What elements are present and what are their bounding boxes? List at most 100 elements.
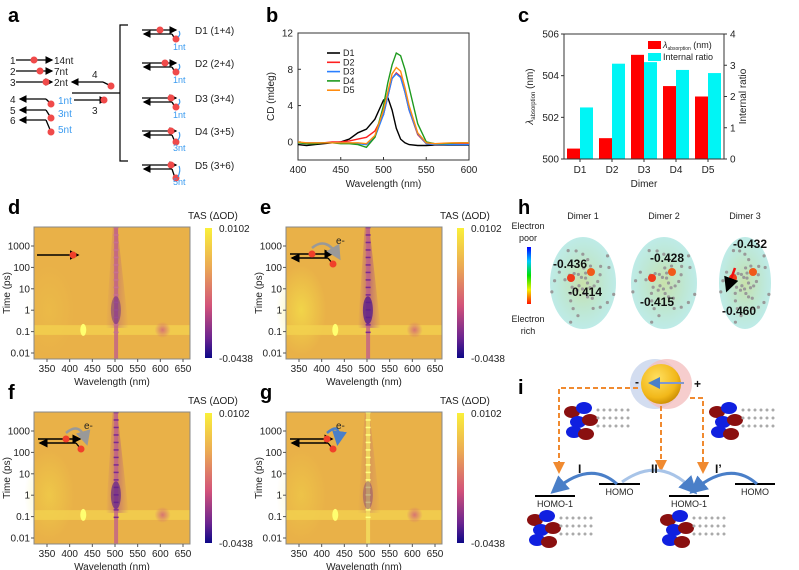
heatmap-band-oscillation — [365, 426, 371, 429]
atom — [722, 532, 726, 536]
atom — [559, 524, 563, 528]
atom — [596, 279, 600, 284]
overhang-length: 3nt — [173, 143, 186, 153]
heatmap-band-oscillation — [113, 471, 119, 474]
heatmap-panel-g: 350 400 450 500 550 600 650 1000 100 10 1 0.1 0.01 Wa… — [254, 396, 505, 570]
heatmap-band-oscillation — [113, 464, 119, 466]
legend-label-D1: D1 — [343, 48, 355, 58]
x-tick-label: D5 — [702, 165, 715, 176]
atom — [571, 524, 575, 528]
atom — [570, 285, 574, 289]
dye-dot — [47, 114, 55, 122]
atom — [733, 299, 738, 303]
heatmap-bleach-core — [362, 481, 373, 510]
atom — [741, 416, 745, 420]
atom — [759, 408, 763, 412]
heatmap-band-oscillation — [365, 286, 371, 289]
charge-shift-arrow — [724, 267, 739, 293]
heatmap-band-oscillation — [113, 324, 119, 326]
heatmap-band-oscillation — [365, 294, 371, 296]
heatmap-band-oscillation — [113, 234, 119, 236]
atom — [591, 306, 595, 311]
dye-dot-top — [167, 161, 175, 169]
orbital-lobe — [666, 524, 682, 536]
atom — [651, 285, 655, 289]
overhang-length: 3nt — [58, 109, 72, 120]
atom — [569, 320, 573, 324]
overhang-length: 1nt — [58, 96, 72, 107]
atom — [741, 408, 745, 412]
atom — [688, 265, 692, 270]
x-tick-label: 450 — [336, 549, 353, 560]
overhang-length: 1nt — [173, 110, 186, 120]
atom — [679, 305, 683, 309]
heatmap-band-oscillation — [113, 449, 119, 451]
atom — [583, 524, 587, 528]
atom — [686, 300, 690, 305]
atom — [572, 271, 576, 276]
homo-1-orbital-left — [527, 510, 593, 548]
atom — [673, 284, 677, 288]
tas-heatmaps: 350 400 450 500 550 600 650 1000 100 10 1 0.1 0.01 Wa… — [2, 211, 505, 570]
atom — [574, 249, 578, 253]
atom — [746, 295, 751, 299]
inset-electron-label: e- — [84, 421, 93, 432]
heatmap-bleach-core — [362, 296, 373, 325]
legend-label-internal-ratio: Internal ratio — [663, 52, 713, 62]
x-tick-label: 500 — [359, 549, 376, 560]
overhang-length: 5nt — [58, 125, 72, 136]
x-tick-label: 450 — [336, 364, 353, 375]
atom — [664, 276, 669, 280]
legend-swatch-absorption — [648, 41, 661, 49]
x-tick-label: 650 — [175, 549, 192, 560]
mix-strand-bottom: 3 — [92, 106, 98, 117]
homo-orbital-left — [564, 402, 630, 440]
x-tick-label: 450 — [332, 165, 349, 176]
atom — [672, 306, 676, 311]
orbital-lobe — [662, 534, 678, 546]
dye-dot-bottom — [172, 138, 180, 146]
atom — [748, 286, 753, 290]
colorbar-max: 0.0102 — [471, 409, 502, 420]
pathway-label: I’ — [715, 462, 722, 476]
dye-dot — [42, 78, 50, 86]
heatmap-early-stripe — [34, 510, 190, 520]
atom — [716, 516, 720, 520]
legend-label-D4: D4 — [343, 76, 355, 86]
heatmap-red-spot — [406, 321, 423, 338]
atom — [656, 288, 660, 292]
homo-1-orbital-right — [660, 510, 726, 548]
y-tick-label: 0.1 — [268, 327, 282, 338]
y-tick-label: 500 — [542, 155, 559, 166]
atom — [679, 273, 683, 277]
x-tick-label: 550 — [129, 364, 146, 375]
energy-level-label: HOMO — [741, 487, 769, 497]
heatmap-red-spot — [406, 506, 423, 523]
heatmap-band-oscillation — [113, 279, 119, 281]
y-axis-title: Time (ps) — [2, 272, 13, 314]
overhang-length: 1nt — [173, 75, 186, 85]
y-axis-title: Time (ps) — [254, 457, 265, 499]
x-tick-label: 600 — [152, 364, 169, 375]
atom — [650, 320, 654, 324]
atom — [751, 306, 755, 311]
atom — [738, 249, 742, 253]
strand-length: 14nt — [54, 56, 74, 67]
plot-frame — [33, 226, 191, 360]
heatmap-band-oscillation — [113, 271, 119, 274]
atom — [608, 416, 612, 420]
heatmap-band-oscillation — [365, 434, 371, 436]
x-tick-label: 350 — [39, 364, 56, 375]
heatmap-band-oscillation — [113, 479, 119, 481]
panel-label-i: i — [518, 377, 524, 399]
y2-tick-label: 3 — [730, 61, 736, 72]
dye-dot — [30, 56, 38, 64]
atom — [722, 516, 726, 520]
heatmap-band-oscillation — [113, 419, 119, 421]
heatmap-band-oscillation — [113, 509, 119, 511]
negative-site — [587, 268, 595, 276]
y-tick-label: 100 — [13, 263, 30, 274]
atom — [655, 249, 659, 253]
atom — [577, 284, 581, 288]
